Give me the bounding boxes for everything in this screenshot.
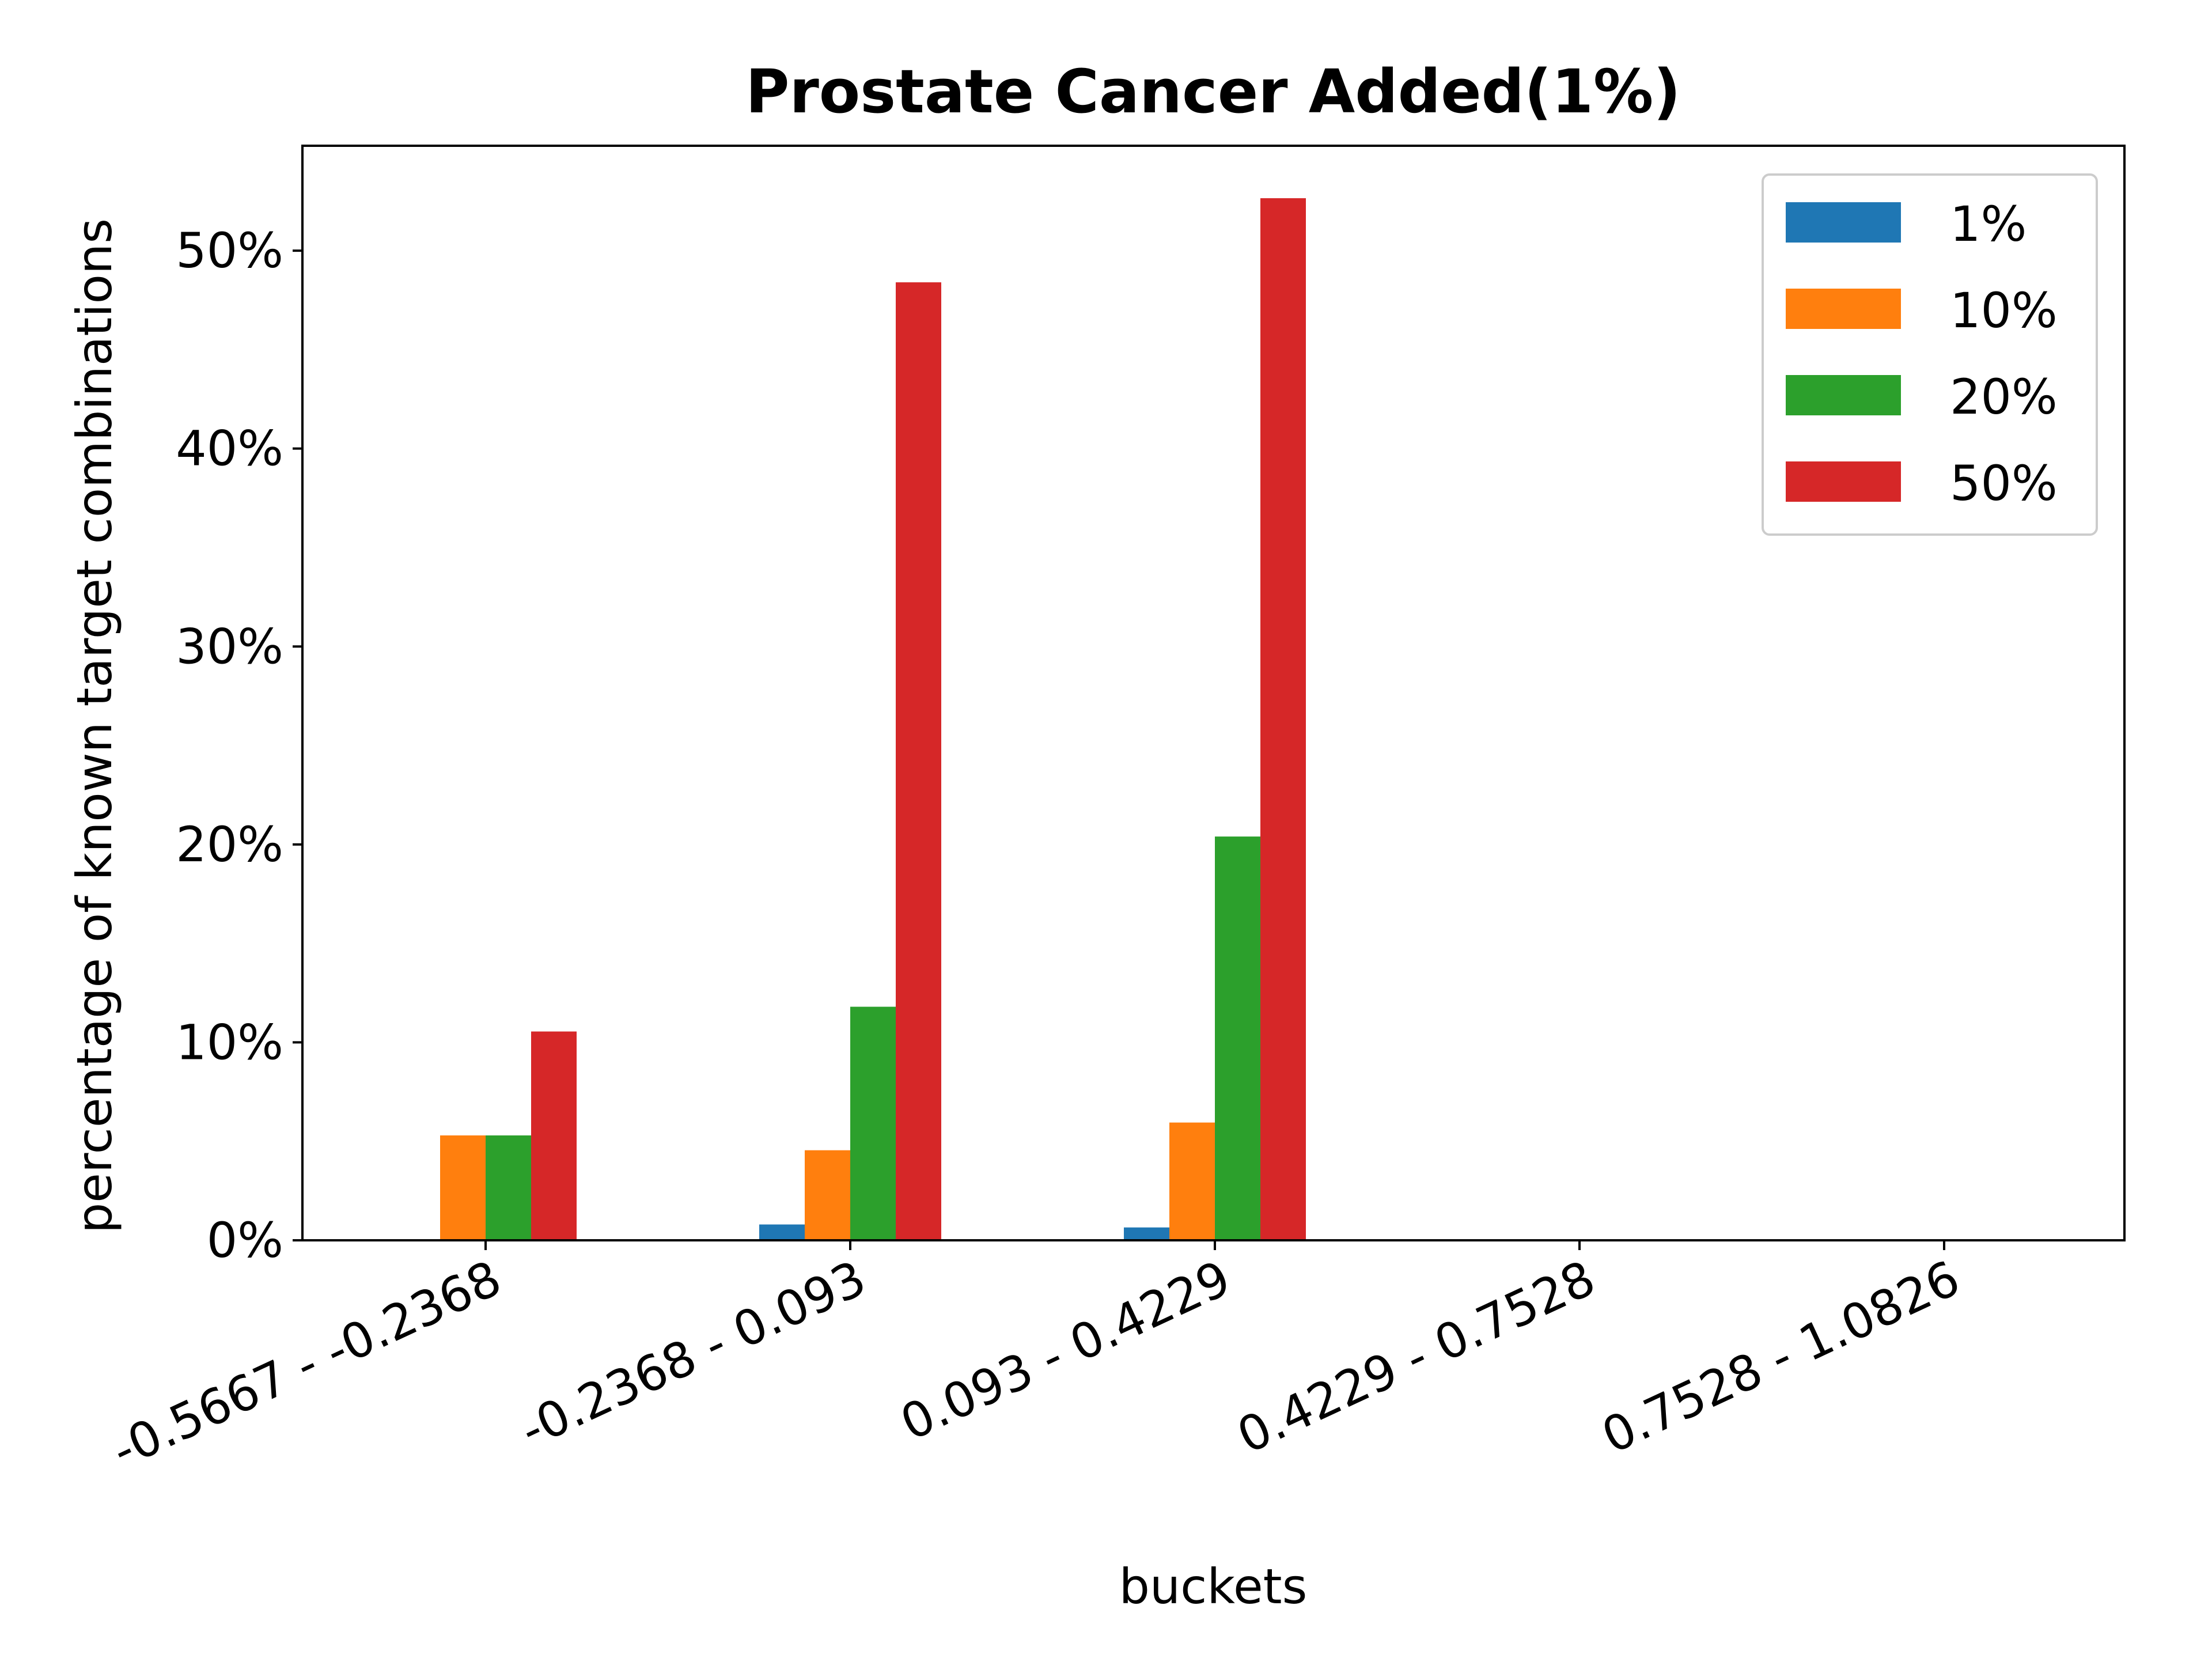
legend-label: 10%: [1950, 282, 2058, 339]
bar-20pct-cat-2: [1215, 836, 1260, 1240]
legend-label: 1%: [1950, 196, 2027, 252]
x-tick-label: 0.4229 - 0.7528: [1229, 1250, 1603, 1464]
legend-swatch: [1786, 461, 1901, 502]
bar-10pct-cat-1: [805, 1150, 850, 1240]
bar-50pct-cat-2: [1260, 198, 1306, 1240]
x-tick-label: 0.7528 - 1.0826: [1593, 1250, 1968, 1464]
plot-frame: [301, 145, 2126, 1241]
bar-20pct-cat-0: [486, 1135, 531, 1240]
bar-1pct-cat-1: [759, 1224, 805, 1240]
ticks-layer: 0% 10% 20% 30% 40% 50% -0.5667 - -0.2368 -0.236…: [103, 222, 1968, 1479]
x-tick-label: 0.093 - 0.4229: [892, 1250, 1239, 1451]
y-tick-label: 50%: [176, 222, 283, 279]
legend: 1% 10% 20% 50%: [1762, 173, 2098, 536]
x-tick-label: -0.5667 - -0.2368: [103, 1250, 509, 1479]
legend-swatch: [1786, 375, 1901, 415]
y-tick-label: 10%: [176, 1014, 283, 1070]
y-tick-label: 0%: [207, 1212, 283, 1269]
bar-1pct-cat-2: [1124, 1227, 1169, 1240]
y-axis-label: percentage of known target combinations: [66, 218, 123, 1233]
bar-50pct-cat-0: [531, 1031, 577, 1240]
legend-label: 20%: [1950, 369, 2058, 425]
y-tick-label: 20%: [176, 816, 283, 873]
chart-title: Prostate Cancer Added(1%): [745, 56, 1680, 127]
legend-label: 50%: [1950, 455, 2058, 512]
legend-swatch: [1786, 289, 1901, 329]
bar-20pct-cat-1: [850, 1006, 896, 1240]
y-tick-label: 40%: [176, 421, 283, 477]
bar-10pct-cat-0: [440, 1135, 486, 1240]
x-tick-label: -0.2368 - 0.093: [512, 1250, 874, 1459]
bar-50pct-cat-1: [896, 282, 941, 1240]
bars-layer: [440, 198, 1306, 1240]
y-tick-label: 30%: [176, 618, 283, 675]
legend-swatch: [1786, 202, 1901, 243]
x-axis-label: buckets: [1119, 1558, 1308, 1615]
legend-box: [1762, 173, 2098, 536]
bar-10pct-cat-2: [1169, 1122, 1215, 1240]
